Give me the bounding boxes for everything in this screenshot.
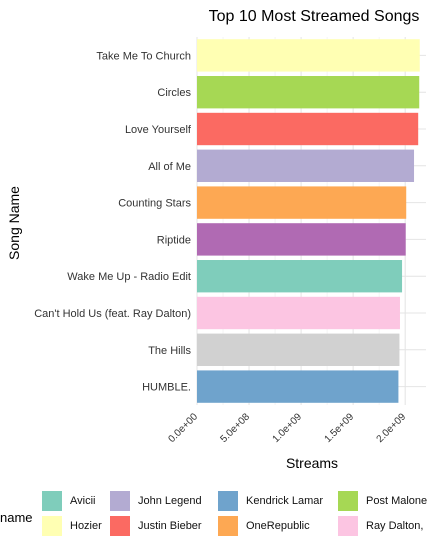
y-tick-label: Circles [157, 87, 191, 99]
bar-9 [197, 333, 400, 366]
legend-item: Post Malone [338, 491, 427, 511]
y-tick-label: Wake Me Up - Radio Edit [67, 271, 191, 283]
legend-label: Justin Bieber [138, 520, 202, 532]
bar-3 [197, 112, 419, 146]
legend-swatch [110, 491, 130, 511]
legend-title: name [0, 510, 33, 525]
legend-item: Justin Bieber [110, 516, 202, 536]
y-tick-label: Can't Hold Us (feat. Ray Dalton) [34, 308, 191, 320]
legend-item: Kendrick Lamar [218, 491, 323, 511]
legend-swatch [338, 516, 358, 536]
bar-10 [197, 370, 399, 403]
legend-swatch [218, 516, 238, 536]
bar-6 [197, 223, 406, 256]
legend: name Avicii Hozier John Legend Justin Biebe… [0, 484, 432, 553]
legend-item: John Legend [110, 491, 202, 511]
y-axis-label: Song Name [6, 186, 22, 260]
legend-label: Avicii [70, 495, 96, 507]
y-tick-labels: Take Me To Church Circles Love Yourself All… [34, 50, 192, 393]
x-tick-labels: 0.0e+00 5.0e+08 1.0e+09 1.5e+09 2.0e+09 [166, 411, 408, 445]
x-tick-label: 2.0e+09 [375, 411, 409, 445]
legend-label: Ray Dalton, [366, 520, 424, 532]
y-tick-label: Love Yourself [125, 124, 192, 136]
legend-swatch [338, 491, 358, 511]
legend-item: Hozier [42, 516, 102, 536]
bar-8 [197, 296, 400, 330]
bar-7 [197, 260, 403, 293]
x-tick-label: 5.0e+08 [219, 411, 253, 445]
bar-5 [197, 186, 407, 219]
legend-label: Kendrick Lamar [246, 495, 324, 507]
legend-item: OneRepublic [218, 516, 310, 536]
bar-4 [197, 149, 415, 182]
legend-label: Post Malone [366, 495, 428, 507]
bar-1 [197, 39, 420, 72]
y-tick-label: The Hills [148, 345, 191, 357]
legend-label: Hozier [70, 520, 102, 532]
chart-title: Top 10 Most Streamed Songs [209, 8, 420, 25]
y-tick-label: Take Me To Church [96, 50, 191, 62]
legend-swatch [42, 491, 62, 511]
legend-item: Avicii [42, 491, 95, 511]
legend-swatch [42, 516, 62, 536]
x-tick-label: 1.0e+09 [271, 411, 305, 445]
x-tick-label: 1.5e+09 [323, 411, 357, 445]
legend-item: Ray Dalton, [338, 516, 423, 536]
legend-swatch [218, 491, 238, 511]
bar-2 [197, 76, 420, 109]
y-tick-label: HUMBLE. [142, 382, 191, 394]
legend-swatch [110, 516, 130, 536]
y-tick-label: All of Me [148, 161, 191, 173]
y-tick-label: Counting Stars [118, 198, 191, 210]
legend-label: John Legend [138, 495, 202, 507]
x-tick-label: 0.0e+00 [166, 411, 200, 445]
legend-label: OneRepublic [246, 520, 310, 532]
x-axis-label: Streams [286, 455, 338, 471]
y-tick-label: Riptide [157, 234, 191, 246]
bars [197, 39, 420, 403]
